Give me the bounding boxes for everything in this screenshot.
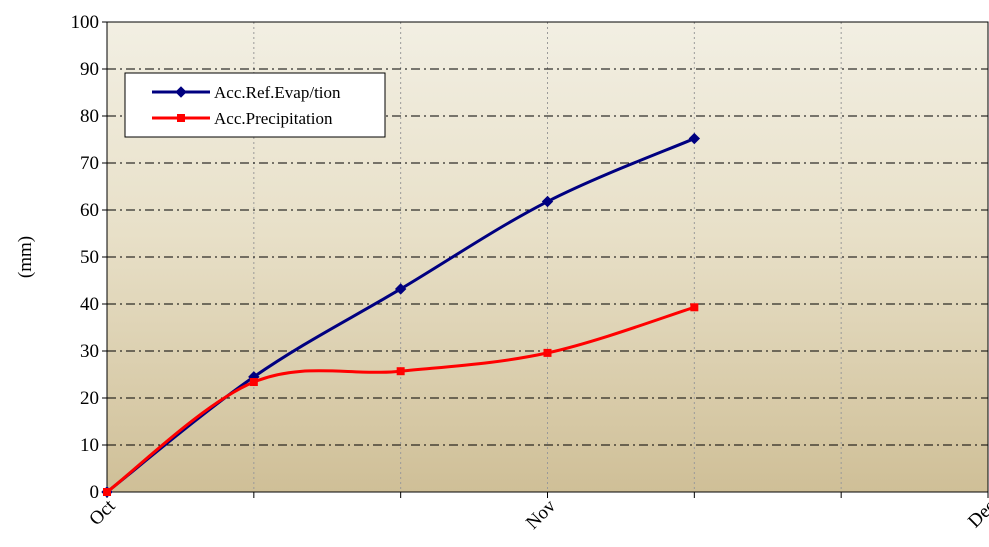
legend-box [124,72,386,138]
legend-item: Acc.Ref.Evap/tion [152,83,341,102]
data-point-square [249,378,258,387]
data-point-square [543,348,552,357]
y-tick-label: 0 [90,482,100,503]
y-tick-label: 80 [80,106,99,127]
y-tick-label: 60 [80,200,99,221]
data-point-diamond [688,132,701,145]
y-tick-label: 30 [80,341,99,362]
x-tick-label: Nov [522,495,560,533]
y-tick-label: 70 [80,153,99,174]
y-tick-label: 50 [80,247,99,268]
data-point-square [103,488,111,496]
series-2 [103,303,699,496]
y-axis-label: (mm) [15,236,36,278]
series-group [101,132,701,498]
legend-label: Acc.Ref.Evap/tion [214,83,341,102]
data-point-square [396,367,405,376]
y-tick-label: 100 [71,12,100,33]
data-point-diamond [541,195,554,208]
data-point-square [177,114,185,122]
y-tick-label: 10 [80,435,99,456]
y-tick-label: 40 [80,294,99,315]
y-tick-label: 20 [80,388,99,409]
data-point-square [690,303,699,312]
legend: Acc.Ref.Evap/tion Acc.Precipitation [124,72,386,138]
data-point-diamond [394,283,407,295]
legend-item: Acc.Precipitation [152,109,333,128]
x-tick-label: Dec [964,496,989,532]
data-point-diamond [175,86,187,98]
y-tick-label: 90 [80,59,99,80]
legend-label: Acc.Precipitation [214,109,333,128]
